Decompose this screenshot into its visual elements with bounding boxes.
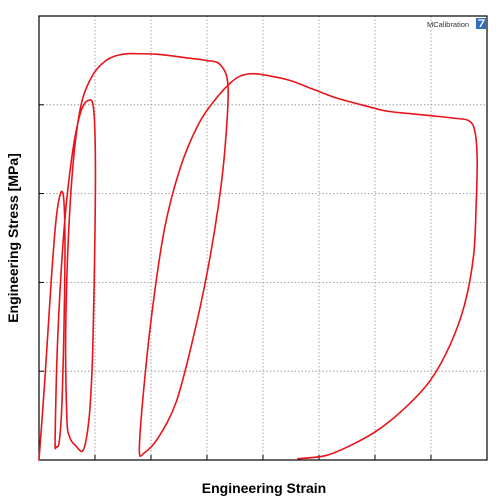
logo-text: MCalibration [427,20,469,29]
logo-icon-mark [478,19,486,28]
y-axis-title: Engineering Stress [MPa] [5,153,21,323]
logo-icon [476,18,486,29]
x-axis-title: Engineering Strain [202,480,326,496]
mcalibration-logo: MCalibration [427,18,486,29]
series-line-0 [38,52,478,461]
data-series [38,52,478,461]
grid-lines [39,16,487,460]
plot-frame [38,15,488,461]
